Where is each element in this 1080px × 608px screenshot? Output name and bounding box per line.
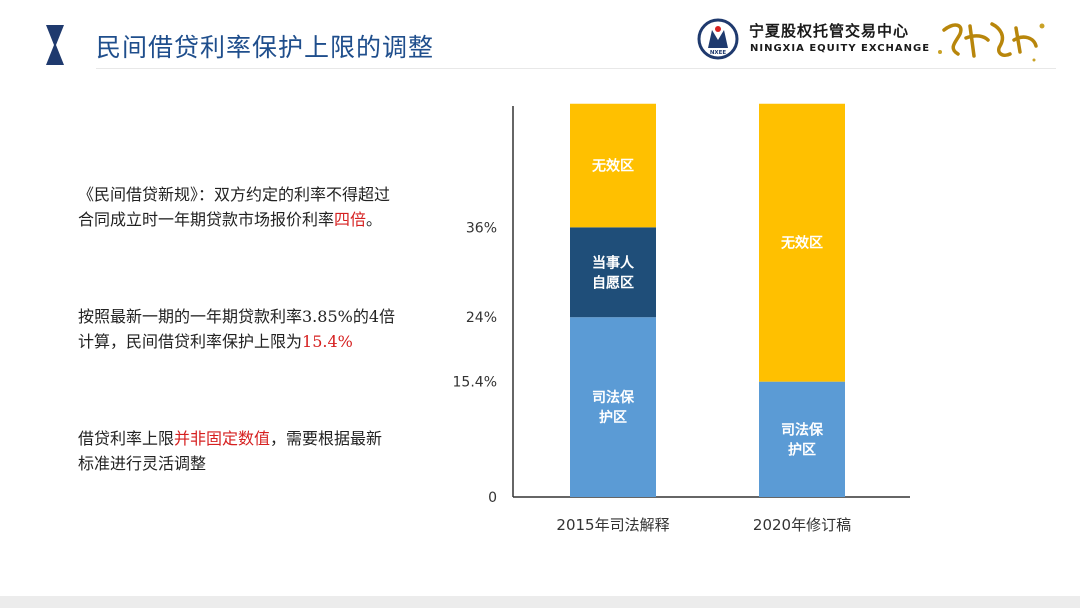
bar-segment-label: 司法保 [592, 389, 635, 406]
paragraph-flexibility-text: 借贷利率上限 [78, 429, 175, 448]
footer-band [0, 596, 1080, 608]
brand-calligraphy-logo [938, 22, 1045, 62]
paragraph-flexibility-tail: ，需要根据最新标准进行灵活调整 [78, 429, 383, 473]
bar-segment-label: 自愿区 [592, 274, 634, 291]
stacked-bar-chart: 0 15.4% 24% 36% 司法保 护区 当事人 自愿区 无效区 2015年司法解释 司法保 护区… [440, 100, 940, 550]
paragraph-rule-tail: 。 [366, 210, 383, 229]
paragraph-calculation: 按照最新一期的一年期贷款利率3.85%的4倍计算，民间借贷利率保护上限为15.4… [78, 304, 398, 354]
y-tick-label: 15.4% [453, 375, 497, 391]
bar-segment-label: 护区 [599, 409, 627, 426]
paragraph-rule: 《民间借贷新规》：双方约定的利率不得超过合同成立时一年期贷款市场报价利率四倍。 [78, 182, 398, 232]
org-name-en: NINGXIA EQUITY EXCHANGE [750, 43, 931, 54]
hourglass-icon [46, 25, 64, 65]
bar-segment-label: 护区 [788, 441, 816, 458]
bar-segment-label: 无效区 [591, 158, 634, 175]
nxee-logo-icon: NXEE [697, 18, 739, 60]
bar-segment [759, 103, 845, 382]
paragraph-flexibility: 借贷利率上限并非固定数值，需要根据最新标准进行灵活调整 [78, 426, 398, 476]
page-title: 民间借贷利率保护上限的调整 [96, 33, 435, 62]
paragraph-calculation-text: 按照最新一期的一年期贷款利率3.85%的4倍计算，民间借贷利率保护上限为 [78, 307, 396, 351]
bar-segment-label: 当事人 [592, 254, 635, 271]
bar-segment [570, 103, 656, 228]
y-tick-label: 0 [488, 490, 497, 506]
paragraph-calculation-highlight: 15.4% [302, 332, 353, 351]
y-tick-label: 24% [466, 310, 497, 326]
bar-segment-label: 无效区 [780, 235, 823, 252]
header-divider [96, 68, 1056, 69]
paragraph-flexibility-highlight: 并非固定数值 [174, 429, 271, 448]
bar-segment [759, 381, 845, 497]
paragraph-rule-highlight: 四倍 [334, 210, 367, 229]
paragraph-rule-text: 《民间借贷新规》：双方约定的利率不得超过合同成立时一年期贷款市场报价利率 [78, 185, 391, 229]
x-category-label: 2015年司法解释 [556, 516, 669, 534]
chart-svg: 015.4%24%36%司法保护区当事人自愿区无效区2015年司法解释司法保护区… [453, 103, 910, 534]
bar-segment [570, 227, 656, 318]
org-name-cn: 宁夏股权托管交易中心 [749, 22, 910, 40]
logo-text: NXEE [710, 50, 727, 56]
y-tick-label: 36% [466, 220, 497, 236]
bar-segment-label: 司法保 [781, 421, 824, 438]
x-category-label: 2020年修订稿 [753, 516, 851, 534]
bar-segment [570, 317, 656, 497]
